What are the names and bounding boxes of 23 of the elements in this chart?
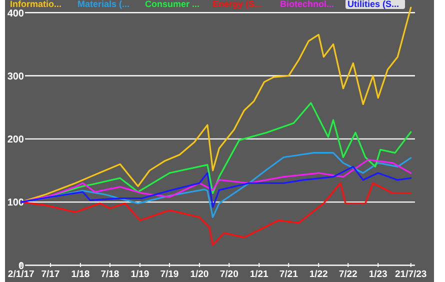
x-tick-label: 7/22 <box>338 269 358 280</box>
x-tick-label: 1/20 <box>190 269 209 280</box>
x-tick-label: 1/19 <box>130 269 150 280</box>
x-tick-label: 7/18 <box>100 269 120 280</box>
x-tick-label: 7/20 <box>220 269 238 280</box>
x-tick-label: 7/17 <box>41 269 60 280</box>
x-tick-label: 21/7/23 <box>395 269 427 280</box>
x-tick-label: 1/21 <box>250 269 270 280</box>
x-tick-label: 1/18 <box>71 269 90 280</box>
x-tick-label: 7/19 <box>160 269 179 280</box>
y-tick-label: 200 <box>7 134 24 146</box>
text: Consumer ... <box>145 0 200 9</box>
x-tick-label: 7/21 <box>279 269 299 280</box>
text: Energy (S... <box>212 0 262 9</box>
x-tick-label: 1/22 <box>309 269 328 280</box>
y-tick-label: 400 <box>7 8 24 20</box>
y-tick-label: 300 <box>7 71 24 82</box>
text: Utilities (S... <box>348 0 400 9</box>
x-tick-label: 1/23 <box>368 269 388 280</box>
x-tick-label: 2/1/17 <box>8 269 34 280</box>
text: Materials (... <box>78 0 130 9</box>
text: Biotechnol... <box>280 0 334 9</box>
text: Informatio... <box>10 0 62 9</box>
